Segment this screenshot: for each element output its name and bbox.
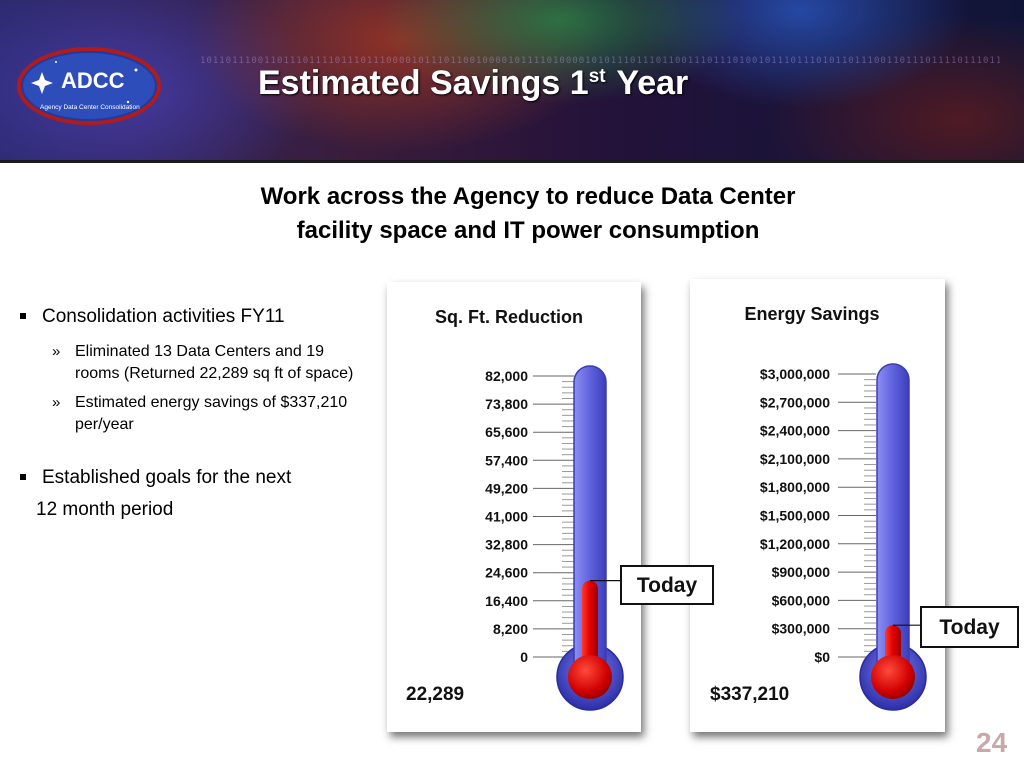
tick-label: $0 (814, 649, 830, 665)
mercury-column (582, 580, 598, 677)
thermometer-chart-2: Energy Savings $3,000,000 $2,700,000 $2,400… (710, 304, 1019, 711)
header-divider (0, 160, 1024, 163)
chart-title: Energy Savings (744, 304, 879, 324)
sub-bullet-item: » Eliminated 13 Data Centers and 19 room… (52, 343, 354, 382)
today-label: Today (637, 574, 698, 597)
bullet-square-icon (20, 313, 26, 319)
bullet-square-icon (20, 474, 26, 480)
bullet-list: Consolidation activities FY11 » Eliminat… (18, 305, 368, 522)
tick-label: 8,200 (493, 621, 528, 637)
mercury-bulb (871, 655, 915, 699)
tick-label: $2,400,000 (760, 423, 830, 439)
tick-label: $1,500,000 (760, 508, 830, 524)
today-box (920, 606, 1019, 648)
binary-decoration: 1011011100110111011110111011100001011101… (200, 56, 1000, 66)
tick-label: 82,000 (485, 368, 528, 384)
bullet-item: Consolidation activities FY11 (18, 305, 368, 329)
tick-label: 49,200 (485, 480, 528, 496)
tick-label: $2,700,000 (760, 394, 830, 410)
tick-label: $900,000 (772, 564, 831, 580)
today-box (620, 565, 714, 605)
svg-text:ADCC: ADCC (61, 68, 125, 93)
tick-label: $300,000 (772, 621, 831, 637)
today-label: Today (939, 616, 1000, 639)
header-banner: 1011011100110111011110111011100001011101… (0, 0, 1024, 163)
bullet-item: Established goals for the next (18, 466, 368, 490)
thermometer-chart-1: Sq. Ft. Reduction 82,000 73,800 65,600 57,40… (406, 307, 714, 711)
tick-label: $2,100,000 (760, 451, 830, 467)
slide-subtitle: Work across the Agency to reduce Data Ce… (260, 183, 796, 244)
sub-bullet-item: » Estimated energy savings of $337,210 p… (52, 394, 348, 433)
tick-label: 16,400 (485, 593, 528, 609)
tick-label: 65,600 (485, 424, 528, 440)
value-label: 22,289 (406, 684, 464, 705)
tick-label: 41,000 (485, 509, 528, 525)
raquo-icon: » (52, 343, 61, 360)
tick-label: $600,000 (772, 592, 831, 608)
tick-label: 32,800 (485, 537, 528, 553)
tick-label: $1,200,000 (760, 536, 830, 552)
tick-label: 73,800 (485, 396, 528, 412)
page-number: 24 (976, 727, 1008, 758)
value-label: $337,210 (710, 684, 789, 705)
slide-title: Estimated Savings 1st Year (258, 64, 689, 102)
chart-title: Sq. Ft. Reduction (435, 307, 583, 327)
tick-label: $1,800,000 (760, 479, 830, 495)
svg-text:Agency Data Center Consolidati: Agency Data Center Consolidation (40, 104, 140, 111)
adcc-logo: ADCC Agency Data Center Consolidation (17, 47, 161, 125)
raquo-icon: » (52, 394, 61, 411)
tick-label: 57,400 (485, 452, 528, 468)
bullet-continuation: 12 month period (36, 499, 174, 520)
mercury-bulb (568, 655, 612, 699)
tick-label: 0 (520, 649, 528, 665)
tick-label: $3,000,000 (760, 366, 830, 382)
tick-label: 24,600 (485, 565, 528, 581)
